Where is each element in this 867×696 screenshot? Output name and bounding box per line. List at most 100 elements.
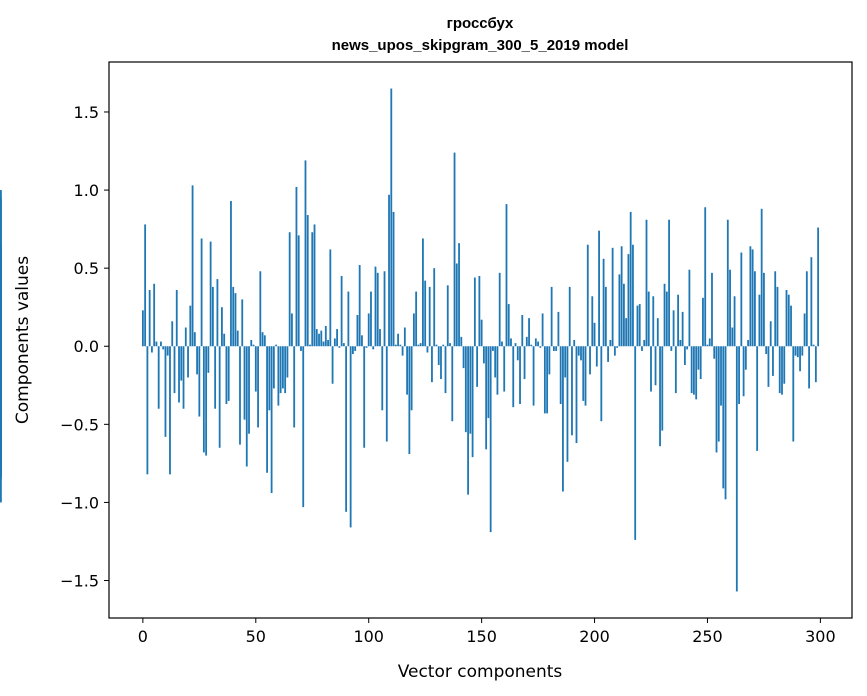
- bar: [252, 344, 255, 347]
- bar: [399, 344, 402, 347]
- bar: [600, 346, 603, 422]
- bar: [302, 346, 305, 508]
- bar: [717, 346, 720, 442]
- bar: [458, 243, 460, 347]
- bar: [270, 346, 273, 494]
- bar: [261, 332, 264, 347]
- bar: [211, 286, 214, 347]
- chart-title: гроссбух: [447, 15, 514, 32]
- bar: [196, 346, 198, 375]
- bar: [756, 346, 759, 451]
- bar: [573, 340, 576, 347]
- bar: [494, 346, 497, 378]
- bar: [444, 346, 447, 394]
- bar: [449, 343, 451, 347]
- bar: [738, 346, 740, 405]
- bar: [257, 346, 259, 428]
- bar: [803, 313, 806, 347]
- bar: [704, 207, 707, 347]
- bar: [383, 271, 386, 347]
- bar: [482, 346, 485, 364]
- y-tick-label: −1.0: [60, 493, 99, 512]
- x-tick-label: 150: [466, 627, 497, 646]
- bar: [406, 346, 409, 395]
- bar: [216, 279, 219, 347]
- bar: [352, 346, 354, 355]
- bar: [205, 346, 208, 456]
- bar: [523, 346, 526, 380]
- bar: [306, 215, 309, 347]
- y-tick-label: 0.5: [74, 259, 99, 278]
- x-axis: 0 50 100 150 200 250 300: [138, 618, 836, 646]
- bar: [437, 346, 440, 365]
- bar: [774, 271, 777, 347]
- bar: [492, 346, 494, 351]
- bar: [356, 315, 359, 347]
- bar: [381, 346, 384, 411]
- bar: [751, 249, 754, 347]
- bar: [464, 346, 467, 433]
- bar: [435, 344, 438, 347]
- bar: [236, 330, 239, 347]
- bar: [293, 346, 296, 428]
- bar: [207, 346, 210, 373]
- bar: [478, 275, 481, 347]
- bar: [744, 346, 747, 370]
- bar: [562, 346, 564, 492]
- bar: [148, 290, 151, 347]
- bar: [769, 321, 772, 347]
- bar: [401, 346, 404, 356]
- bar: [607, 346, 609, 362]
- bar: [720, 346, 722, 406]
- bar: [397, 333, 399, 347]
- bar: [539, 346, 542, 348]
- bar: [510, 338, 512, 347]
- bar: [259, 271, 262, 347]
- bar: [315, 329, 318, 347]
- bar: [419, 343, 422, 347]
- bar: [155, 341, 158, 347]
- bar: [796, 346, 799, 358]
- bar: [613, 346, 616, 356]
- bar: [618, 274, 621, 347]
- bar: [214, 346, 217, 409]
- bar: [178, 346, 180, 403]
- bar: [805, 271, 808, 347]
- bar: [516, 346, 519, 361]
- bar: [254, 346, 257, 392]
- bar: [580, 346, 582, 361]
- bar: [141, 310, 144, 347]
- bar: [790, 305, 792, 347]
- bar: [772, 346, 774, 376]
- bar: [758, 294, 761, 347]
- bar: [623, 283, 625, 347]
- bar: [729, 269, 731, 347]
- bar: [584, 346, 587, 406]
- bar: [747, 340, 750, 347]
- bar: [702, 297, 704, 347]
- bar: [157, 346, 160, 409]
- bar: [525, 336, 528, 347]
- bar: [501, 341, 503, 347]
- bar: [688, 269, 691, 347]
- x-tick-label: 100: [353, 627, 384, 646]
- bar: [345, 346, 348, 512]
- bar: [616, 346, 619, 348]
- bar: [408, 346, 411, 455]
- bar: [410, 346, 413, 411]
- bar: [349, 346, 352, 528]
- bar: [591, 296, 594, 347]
- bar: [336, 329, 338, 347]
- bar: [812, 344, 815, 347]
- bar: [693, 346, 695, 395]
- bar: [557, 311, 560, 347]
- bar: [272, 346, 275, 389]
- bar: [374, 266, 377, 347]
- bar: [446, 285, 449, 347]
- bar: [372, 346, 375, 350]
- bar: [713, 346, 716, 359]
- bar: [225, 346, 228, 405]
- bar: [480, 319, 483, 347]
- bar: [300, 346, 302, 351]
